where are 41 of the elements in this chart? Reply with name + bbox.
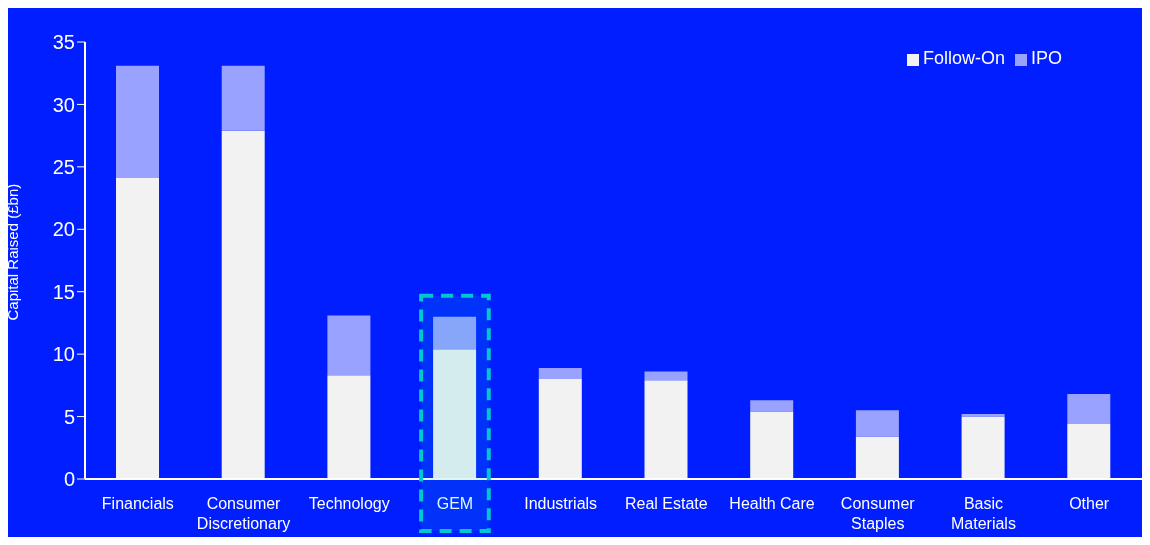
- bar: [961, 416, 1005, 479]
- y-tick-label: 5: [63, 405, 75, 428]
- y-tick-label: 25: [52, 155, 75, 178]
- y-tick-label: 15: [52, 280, 75, 303]
- x-tick-label: Industrials: [524, 495, 598, 513]
- bar: [116, 65, 159, 179]
- bar: [538, 379, 582, 479]
- bar: [221, 130, 265, 479]
- bar: [644, 371, 688, 381]
- y-tick-label: 35: [52, 31, 75, 54]
- bar: [750, 400, 794, 412]
- x-tick-label: Other: [1069, 495, 1110, 513]
- bar: [538, 367, 582, 380]
- y-tick-label: 30: [52, 93, 75, 116]
- x-tick-label: Financials: [101, 495, 174, 513]
- bar: [433, 349, 477, 479]
- bar: [327, 375, 371, 479]
- x-tick-label: Real Estate: [624, 495, 708, 513]
- x-tick-label: Consumer Discretionary: [196, 495, 291, 532]
- bar: [750, 411, 794, 479]
- bar: [116, 178, 159, 479]
- y-tick-label: 10: [52, 343, 75, 366]
- y-axis-title: Capital Raised (£bn): [4, 183, 22, 321]
- x-tick-label: GEM: [436, 495, 474, 513]
- bar: [855, 410, 899, 437]
- x-tick-label: Basic Materials: [951, 495, 1016, 532]
- x-tick-label: Technology: [308, 495, 390, 513]
- bar: [433, 316, 477, 350]
- bar: [855, 436, 899, 479]
- x-tick-label: Consumer Staples: [840, 495, 916, 532]
- y-tick-label: 20: [52, 218, 75, 241]
- bar: [1067, 394, 1111, 425]
- bar: [221, 65, 265, 131]
- bar: [644, 380, 688, 479]
- bar: [961, 414, 1005, 417]
- bar: [327, 315, 371, 376]
- x-tick-label: Health Care: [729, 495, 815, 513]
- y-tick-label: 0: [63, 468, 75, 491]
- legend-label: Follow-On: [922, 48, 1005, 68]
- legend-label: IPO: [1030, 48, 1062, 68]
- bar: [1067, 424, 1111, 479]
